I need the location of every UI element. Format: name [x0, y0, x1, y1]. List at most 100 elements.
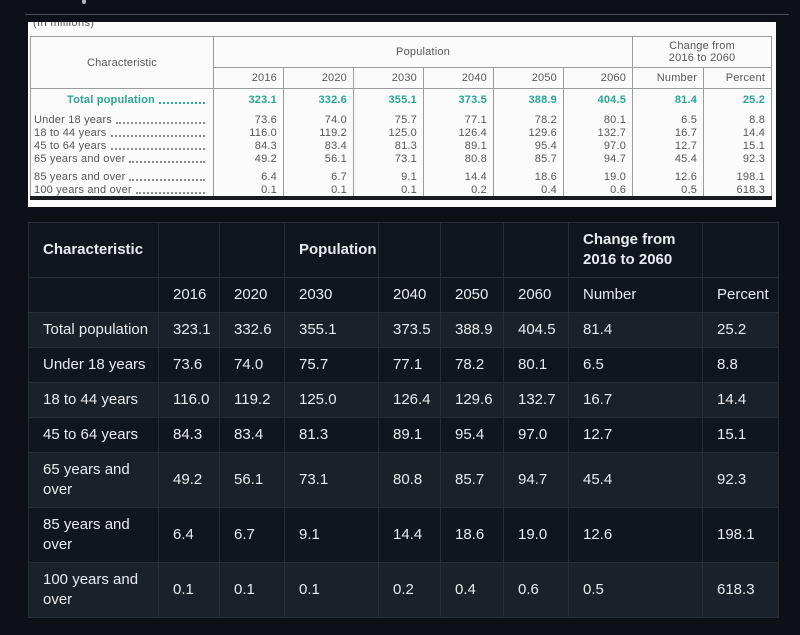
value-cell: 83.4: [283, 139, 354, 152]
value-cell: 73.1: [353, 152, 424, 165]
spacer-cell: [423, 108, 494, 113]
year-header: 2040: [378, 277, 441, 313]
empty-header-cell: [219, 222, 285, 278]
value-cell: 97.0: [503, 417, 569, 453]
year-header: 2040: [423, 67, 494, 89]
census-source-table: Characteristic Population Change from 201…: [30, 36, 773, 200]
census-data-row: 18 to 44 years 116.0 119.2 125.0 126.4 129.6 1…: [31, 126, 772, 139]
year-header: 2050: [493, 67, 564, 89]
value-cell: 388.9: [440, 312, 504, 348]
value-cell: 129.6: [493, 126, 564, 139]
table-row: 65 years and over 49.2 56.1 73.1 80.8 85.7 94.…: [28, 452, 779, 508]
row-label-text: Under 18 years: [34, 113, 113, 126]
value-cell: 323.1: [213, 88, 284, 108]
spacer-cell: [562, 165, 633, 170]
value-cell: 56.1: [219, 452, 285, 508]
row-label-text: 45 to 64 years: [34, 139, 107, 152]
row-label-cell: Under 18 years: [28, 347, 159, 383]
value-cell: 78.2: [440, 347, 504, 383]
percent-header: Percent: [702, 277, 779, 313]
row-label-cell: 45 to 64 years: [31, 139, 214, 152]
value-cell: 119.2: [283, 126, 354, 139]
value-cell: 75.7: [353, 113, 424, 126]
value-cell: 9.1: [284, 507, 379, 563]
table-row: 100 years and over 0.1 0.1 0.1 0.2 0.4 0.6 0.5 6…: [28, 562, 779, 618]
value-cell: 49.2: [158, 452, 220, 508]
value-cell: 332.6: [283, 88, 354, 108]
row-label: Under 18 years: [34, 114, 207, 126]
empty-header-cell: [158, 222, 220, 278]
value-cell: 77.1: [423, 113, 494, 126]
characteristic-header: Characteristic: [30, 36, 214, 89]
census-table-image[interactable]: (In millions) Characteristic Population …: [28, 22, 776, 207]
units-note: (In millions): [33, 22, 95, 29]
value-cell: 8.8: [702, 347, 779, 383]
empty-header-cell: [28, 277, 159, 313]
change-group-header: Change from 2016 to 2060: [568, 222, 703, 278]
value-cell: 19.0: [562, 170, 633, 183]
value-cell: 73.6: [213, 113, 284, 126]
value-cell: 74.0: [219, 347, 285, 383]
value-cell: 9.1: [353, 170, 424, 183]
row-label-text: 85 years and over: [34, 170, 126, 183]
spacer-cell: [283, 108, 354, 113]
value-cell: 14.4: [703, 126, 772, 139]
value-cell: 198.1: [702, 507, 779, 563]
value-cell: 73.6: [158, 347, 220, 383]
value-cell: 0.5: [632, 183, 704, 198]
change-group-header: Change from 2016 to 2060: [632, 36, 773, 68]
value-cell: 16.7: [632, 126, 704, 139]
value-cell: 92.3: [702, 452, 779, 508]
spacer-cell: [213, 108, 284, 113]
value-cell: 12.6: [632, 170, 704, 183]
empty-header-cell: [503, 222, 569, 278]
value-cell: 80.1: [503, 347, 569, 383]
value-cell: 81.3: [284, 417, 379, 453]
census-data-row: 85 years and over 6.4 6.7 9.1 14.4 18.6 19.0 12…: [31, 170, 772, 183]
spacer-cell: [353, 108, 424, 113]
value-cell: 80.8: [378, 452, 441, 508]
value-cell: 80.1: [562, 113, 633, 126]
row-label-text: 65 years and over: [34, 152, 126, 165]
value-cell: 14.4: [702, 382, 779, 418]
table-row: Under 18 years 73.6 74.0 75.7 77.1 78.2 80.1 6.…: [28, 347, 779, 383]
value-cell: 0.1: [213, 183, 284, 198]
row-label-cell: 18 to 44 years: [31, 126, 214, 139]
row-label-cell: Total population: [28, 312, 159, 348]
value-cell: 116.0: [213, 126, 284, 139]
row-label-cell: 85 years and over: [31, 170, 214, 183]
spacer-cell: [213, 165, 284, 170]
value-cell: 373.5: [378, 312, 441, 348]
census-data-row: Total population 323.1 332.6 355.1 373.5 388.…: [31, 88, 772, 108]
row-label-cell: 65 years and over: [28, 452, 159, 508]
census-group-header-row: Characteristic Population Change from 201…: [30, 36, 773, 89]
value-cell: 74.0: [283, 113, 354, 126]
value-cell: 0.1: [158, 562, 220, 618]
value-cell: 0.6: [562, 183, 633, 198]
value-cell: 0.1: [353, 183, 424, 198]
value-cell: 77.1: [378, 347, 441, 383]
value-cell: 56.1: [283, 152, 354, 165]
empty-header-cell: [378, 222, 441, 278]
population-group-header: Population: [212, 36, 634, 68]
value-cell: 78.2: [493, 113, 564, 126]
value-cell: 84.3: [213, 139, 284, 152]
value-cell: 95.4: [440, 417, 504, 453]
value-cell: 404.5: [503, 312, 569, 348]
value-cell: 125.0: [353, 126, 424, 139]
spacer-cell: [493, 108, 564, 113]
value-cell: 14.4: [378, 507, 441, 563]
year-header: 2016: [213, 67, 284, 89]
value-cell: 12.7: [632, 139, 704, 152]
value-cell: 126.4: [423, 126, 494, 139]
value-cell: 89.1: [423, 139, 494, 152]
change-group-line2: 2016 to 2060: [668, 52, 736, 64]
value-cell: 323.1: [158, 312, 220, 348]
number-header: Number: [632, 67, 705, 89]
dot-leader: [129, 178, 205, 181]
value-cell: 92.3: [703, 152, 772, 165]
row-label-text: Total population: [67, 93, 155, 106]
value-cell: 16.7: [568, 382, 703, 418]
spacer-cell: [632, 165, 704, 170]
spacer-cell: [703, 108, 772, 113]
